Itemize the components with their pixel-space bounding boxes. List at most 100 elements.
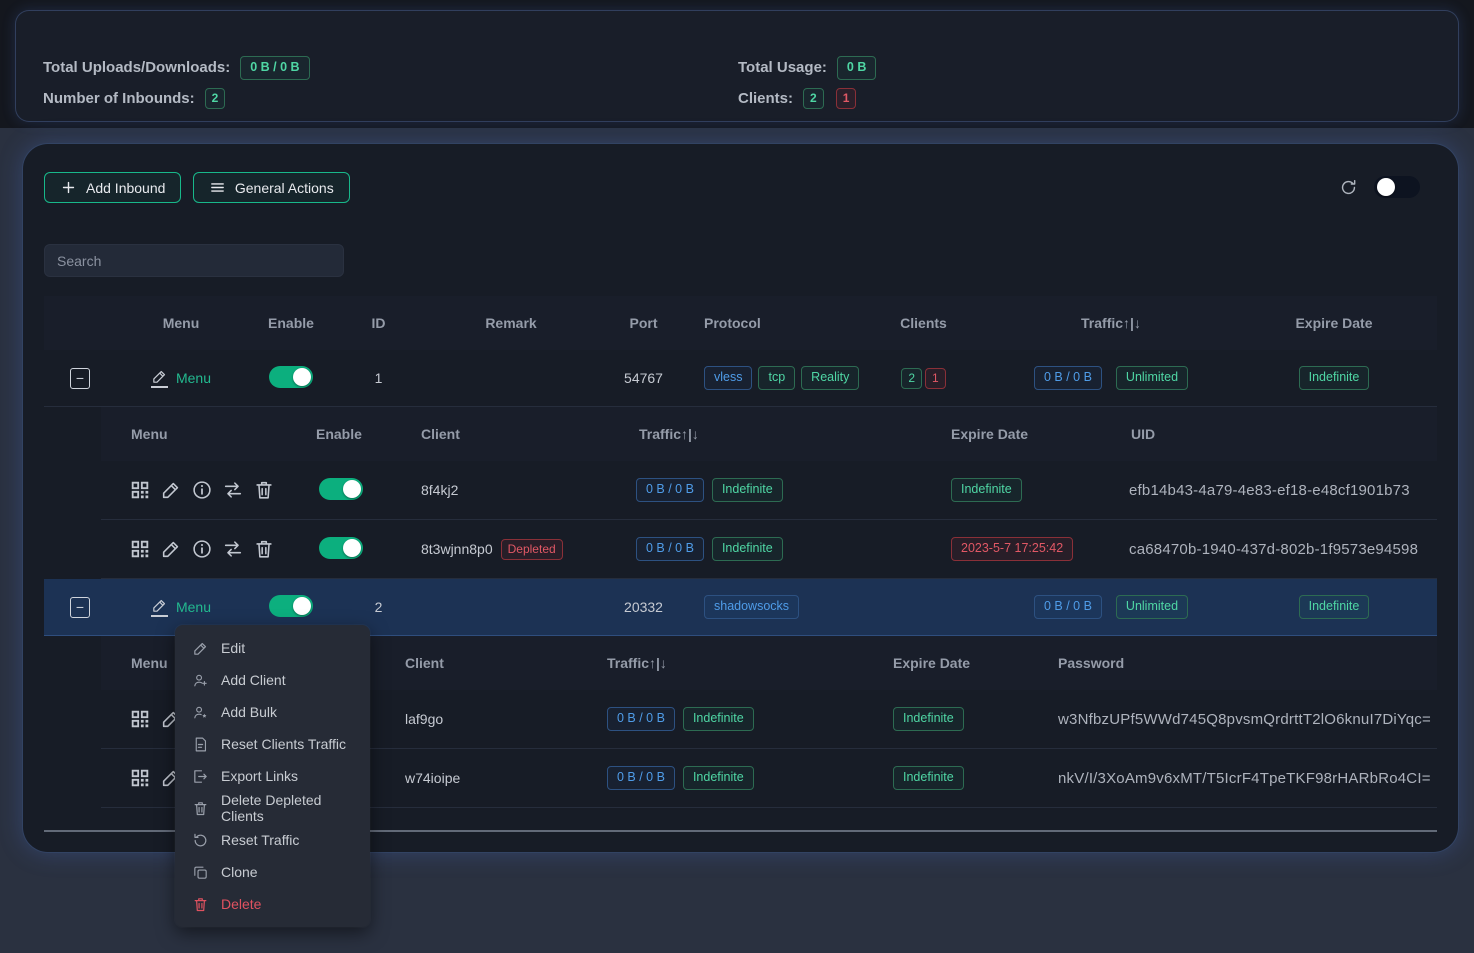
delete-icon <box>192 896 209 913</box>
menu-item-edit[interactable]: Edit <box>175 632 370 664</box>
client-expire-badge: Indefinite <box>893 707 964 731</box>
reset-icon <box>192 832 209 849</box>
id-cell: 2 <box>336 599 421 615</box>
stat-value-badge: 0 B <box>837 56 876 80</box>
menu-item-label: Clone <box>221 864 258 880</box>
reset-traffic-icon[interactable] <box>222 538 244 560</box>
clients-active-badge: 2 <box>901 368 922 389</box>
menu-item-label: Edit <box>221 640 245 656</box>
qr-code-icon[interactable] <box>129 767 151 789</box>
menu-item-add-bulk[interactable]: Add Bulk <box>175 696 370 728</box>
dark-mode-toggle[interactable] <box>1374 176 1420 198</box>
client-expire-badge: Indefinite <box>951 478 1022 502</box>
clients-subtable-1: Menu Enable Client Traffic↑|↓ Expire Dat… <box>101 407 1437 579</box>
qr-code-icon[interactable] <box>129 708 151 730</box>
reset-traffic-icon[interactable] <box>222 479 244 501</box>
protocol-cell: vless tcp Reality <box>686 366 856 390</box>
col-traffic[interactable]: Traffic↑|↓ <box>991 315 1231 331</box>
col-menu: Menu <box>116 315 246 331</box>
refresh-icon[interactable] <box>1339 178 1358 197</box>
client-traffic-badge: 0 B / 0 B <box>607 707 675 731</box>
inbound-row-1: − Menu 1 54767 vless tcp Reality 2 1 0 <box>44 350 1437 407</box>
client-enable-toggle[interactable] <box>319 537 363 559</box>
traffic-limit-badge: Unlimited <box>1116 595 1188 619</box>
subtable-header-row: Menu Enable Client Traffic↑|↓ Expire Dat… <box>101 407 1437 461</box>
client-traffic-badge: 0 B / 0 B <box>607 766 675 790</box>
client-row: 8f4kj2 0 B / 0 B Indefinite Indefinite e… <box>101 461 1437 520</box>
depleted-badge: Depleted <box>501 539 563 560</box>
stat-label: Total Usage: <box>738 59 827 76</box>
trash-icon <box>192 800 209 817</box>
menu-item-add-client[interactable]: Add Client <box>175 664 370 696</box>
client-uid: efb14b43-4a79-4e83-ef18-e48cf1901b73 <box>1101 482 1437 499</box>
security-badge: Reality <box>801 366 859 390</box>
stat-clients: Clients: 2 1 <box>738 88 856 109</box>
col-protocol: Protocol <box>686 315 856 331</box>
edit-client-icon[interactable] <box>160 479 182 501</box>
protocol-cell: shadowsocks <box>686 595 856 619</box>
qr-code-icon[interactable] <box>129 479 151 501</box>
client-limit-badge: Indefinite <box>712 478 783 502</box>
stat-value-badge: 0 B / 0 B <box>240 56 309 80</box>
client-expire-badge: 2023-5-7 17:25:42 <box>951 537 1073 561</box>
client-uid: ca68470b-1940-437d-802b-1f9573e94598 <box>1101 541 1437 558</box>
collapse-row-button[interactable]: − <box>70 368 90 389</box>
client-name: laf9go <box>405 711 443 727</box>
expire-badge: Indefinite <box>1299 595 1370 619</box>
col-uid: UID <box>1101 426 1437 442</box>
menu-item-export-links[interactable]: Export Links <box>175 760 370 792</box>
clone-icon <box>192 864 209 881</box>
stat-total-uploads-downloads: Total Uploads/Downloads: 0 B / 0 B <box>43 56 310 80</box>
menu-item-delete-depleted-clients[interactable]: Delete Depleted Clients <box>175 792 370 824</box>
id-cell: 1 <box>336 370 421 386</box>
clients-depleted-badge: 1 <box>836 88 857 109</box>
col-port: Port <box>601 315 686 331</box>
inbound-menu-dropdown[interactable]: Menu <box>151 597 211 617</box>
edit-client-icon[interactable] <box>160 538 182 560</box>
col-traffic[interactable]: Traffic↑|↓ <box>581 655 871 671</box>
clients-active-badge: 2 <box>803 88 824 109</box>
add-inbound-label: Add Inbound <box>86 180 165 196</box>
delete-client-icon[interactable] <box>253 479 275 501</box>
inbound-menu-dropdown[interactable]: Menu <box>151 368 211 388</box>
collapse-row-button[interactable]: − <box>70 597 90 618</box>
col-menu: Menu <box>101 426 286 442</box>
client-name: 8t3wjnn8p0 <box>421 541 493 557</box>
export-icon <box>192 768 209 785</box>
menu-item-label: Reset Clients Traffic <box>221 736 346 752</box>
delete-client-icon[interactable] <box>253 538 275 560</box>
info-icon[interactable] <box>191 479 213 501</box>
client-limit-badge: Indefinite <box>683 707 754 731</box>
qr-code-icon[interactable] <box>129 538 151 560</box>
add-inbound-button[interactable]: Add Inbound <box>44 172 181 203</box>
client-row: 8t3wjnn8p0 Depleted 0 B / 0 B Indefinite… <box>101 520 1437 579</box>
search-input[interactable] <box>44 244 344 277</box>
col-id: ID <box>336 315 421 331</box>
client-name: 8f4kj2 <box>421 482 458 498</box>
general-actions-button[interactable]: General Actions <box>193 172 350 203</box>
menu-item-reset-traffic[interactable]: Reset Traffic <box>175 824 370 856</box>
col-expire-date: Expire Date <box>871 655 1026 671</box>
client-limit-badge: Indefinite <box>683 766 754 790</box>
client-name: w74ioipe <box>405 770 460 786</box>
stat-label: Clients: <box>738 90 793 107</box>
network-badge: tcp <box>758 366 795 390</box>
hamburger-icon <box>209 179 226 196</box>
menu-item-delete[interactable]: Delete <box>175 888 370 920</box>
protocol-badge: vless <box>704 366 752 390</box>
protocol-badge: shadowsocks <box>704 595 799 619</box>
traffic-cell: 0 B / 0 B Unlimited <box>991 595 1231 619</box>
client-enable-toggle[interactable] <box>319 478 363 500</box>
col-traffic[interactable]: Traffic↑|↓ <box>601 426 901 442</box>
search-wrap <box>44 244 344 277</box>
stat-value-badge: 2 <box>205 88 226 109</box>
enable-toggle[interactable] <box>269 595 313 617</box>
clients-depleted-badge: 1 <box>925 368 946 389</box>
menu-item-clone[interactable]: Clone <box>175 856 370 888</box>
client-expire-badge: Indefinite <box>893 766 964 790</box>
menu-item-reset-clients-traffic[interactable]: Reset Clients Traffic <box>175 728 370 760</box>
col-expire-date: Expire Date <box>901 426 1101 442</box>
enable-toggle[interactable] <box>269 366 313 388</box>
info-icon[interactable] <box>191 538 213 560</box>
menu-item-label: Delete Depleted Clients <box>221 792 356 824</box>
